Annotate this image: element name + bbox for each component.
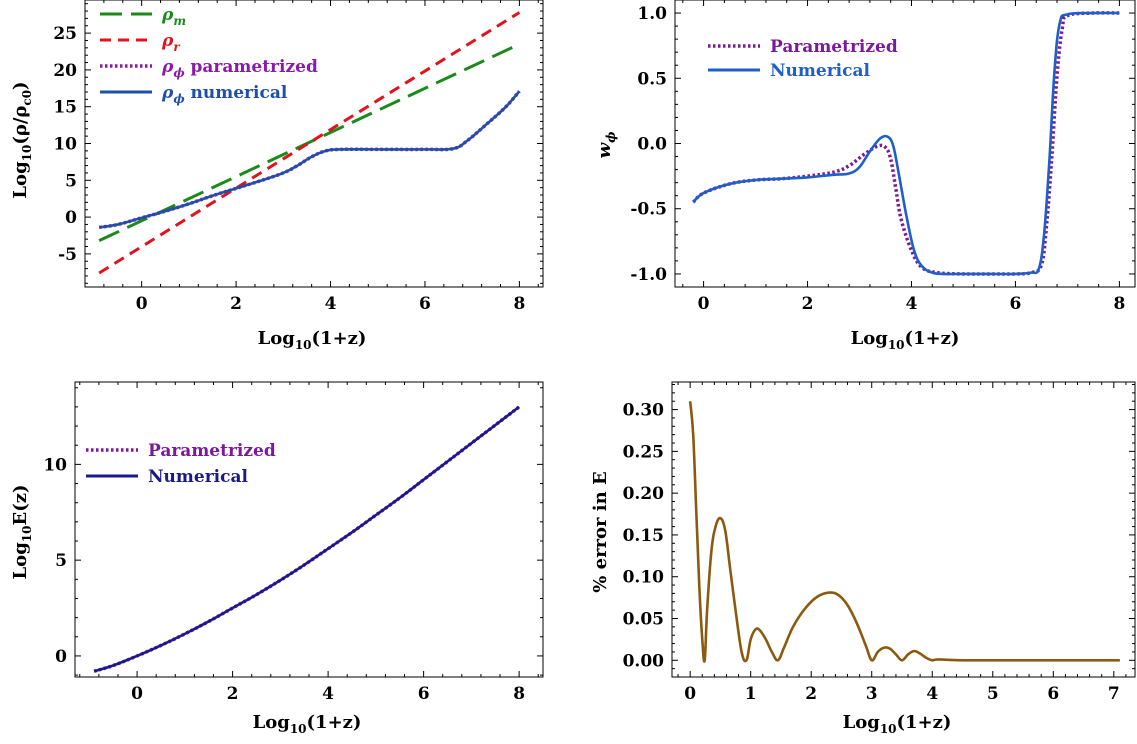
legend-label: ρϕ numerical — [161, 83, 288, 106]
chart-p1: 0 2 4 6 8 -5 0 5 10 15 20 25 Log10(1+z) Log10(ρ/ρc0) ρ… — [10, 0, 544, 352]
y-tick-label: 10 — [43, 455, 67, 475]
y-tick-label: 0.25 — [623, 442, 664, 462]
chart-p4: 0 1 2 3 4 5 6 7 0.00 0.05 0.10 0.15 0.20 0.25 0.30 Log1… — [590, 381, 1136, 736]
x-axis-label: Log10(1+z) — [843, 712, 952, 736]
legend: Parametrized Numerical — [86, 441, 276, 487]
chart-p2: 0 2 4 6 8 -1.0 -0.5 0.0 0.5 1.0 Log10(1+z) wϕ Parame… — [594, 0, 1136, 352]
x-tick-label: 8 — [513, 294, 525, 314]
x-tick-label: 4 — [906, 294, 918, 314]
chart-p3: 0 2 4 6 8 0 5 10 Log10(1+z) Log10E(z) Parametrized… — [10, 381, 544, 736]
x-axis-label: Log10(1+z) — [851, 328, 960, 352]
y-tick-label: 5 — [65, 171, 77, 191]
x-tick-label: 3 — [866, 684, 878, 704]
y-tick-label: 0.05 — [623, 610, 664, 630]
y-tick-label: 20 — [53, 61, 77, 81]
y-tick-label: 0 — [65, 208, 77, 228]
y-tick-label: 0.10 — [623, 568, 665, 588]
y-tick-label: 15 — [53, 98, 77, 118]
y-axis-label: wϕ — [594, 131, 618, 159]
x-tick-label: 2 — [227, 684, 239, 704]
series-group — [98, 11, 521, 275]
legend-label: Parametrized — [148, 441, 276, 461]
series-group — [691, 11, 1120, 276]
legend-label: Numerical — [770, 61, 870, 81]
series-group — [688, 401, 1120, 663]
y-tick-label: 0.5 — [637, 69, 667, 89]
legend-label: ρϕ parametrized — [161, 57, 318, 80]
x-tick-label: 0 — [684, 684, 696, 704]
plot-frame — [674, 0, 1136, 288]
y-tick-label: 0 — [55, 647, 67, 667]
x-tick-label: 4 — [325, 294, 337, 314]
x-tick-label: 8 — [513, 684, 525, 704]
y-tick-label: -5 — [58, 245, 77, 265]
x-tick-label: 2 — [805, 684, 817, 704]
plot-frame — [671, 381, 1136, 678]
x-tick-label: 0 — [131, 684, 143, 704]
x-tick-label: 8 — [1113, 294, 1125, 314]
x-tick-label: 6 — [1047, 684, 1059, 704]
x-tick-label: 0 — [136, 294, 148, 314]
series-line-r — [98, 11, 521, 275]
x-tick-label: 6 — [1010, 294, 1022, 314]
y-tick-label: 1.0 — [637, 4, 667, 24]
y-tick-label: 0.15 — [623, 526, 664, 546]
legend: ρm ρr ρϕ parametrized ρϕ numerical — [100, 5, 318, 106]
x-axis-label: Log10(1+z) — [258, 328, 367, 352]
plot-frame — [74, 381, 544, 678]
series-line-m — [98, 42, 521, 242]
x-tick-label: 4 — [322, 684, 334, 704]
y-axis-label: Log10E(z) — [10, 485, 34, 580]
series-line-numerical — [98, 90, 521, 229]
series-line-numerical — [93, 405, 520, 673]
x-tick-label: 1 — [745, 684, 757, 704]
series-line-numerical — [692, 11, 1120, 276]
y-tick-label: 0.20 — [623, 484, 665, 504]
y-tick-label: 25 — [53, 24, 77, 44]
legend-label: Parametrized — [770, 37, 898, 57]
y-tick-label: -1.0 — [630, 265, 667, 285]
y-tick-label: 10 — [53, 135, 77, 155]
x-axis-label: Log10(1+z) — [253, 712, 362, 736]
legend-label: ρr — [161, 31, 181, 54]
x-tick-label: 6 — [418, 684, 430, 704]
y-axis-label: % error in E — [590, 471, 611, 592]
series-group — [93, 405, 521, 673]
y-tick-label: 0.00 — [623, 651, 665, 671]
x-tick-label: 2 — [230, 294, 242, 314]
y-tick-label: 0.30 — [623, 401, 665, 421]
y-tick-label: 5 — [55, 551, 67, 571]
x-tick-label: 6 — [419, 294, 431, 314]
x-tick-label: 0 — [698, 294, 710, 314]
x-tick-label: 4 — [926, 684, 938, 704]
series-line-error — [688, 401, 1120, 663]
y-axis-label: Log10(ρ/ρc0) — [10, 81, 34, 198]
x-tick-label: 5 — [987, 684, 999, 704]
legend-label: Numerical — [148, 467, 248, 487]
x-tick-label: 2 — [802, 294, 814, 314]
legend-label: ρm — [161, 5, 186, 28]
y-tick-label: -0.5 — [630, 200, 667, 220]
plot-frame — [84, 0, 544, 288]
y-tick-label: 0.0 — [637, 135, 667, 155]
x-tick-label: 7 — [1108, 684, 1120, 704]
legend: Parametrized Numerical — [708, 37, 898, 81]
